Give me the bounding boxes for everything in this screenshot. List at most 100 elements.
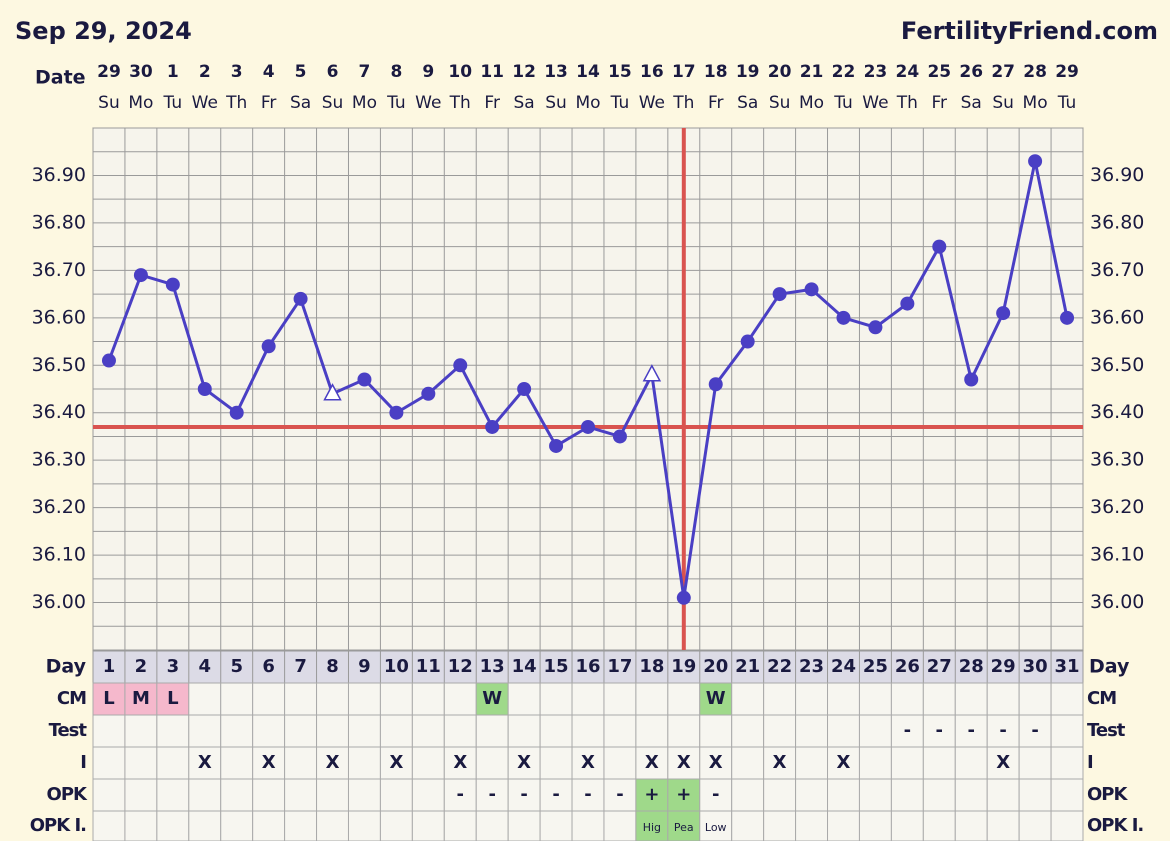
date-number: 13 — [544, 62, 568, 82]
y2-tick-label: 36.80 — [1090, 211, 1144, 233]
date-number: 8 — [390, 62, 402, 82]
temperature-point — [229, 405, 244, 420]
temperature-point — [772, 287, 787, 302]
table-cell — [795, 714, 829, 748]
weekday: We — [862, 93, 888, 113]
table-cell — [539, 810, 573, 841]
weekday: Mo — [575, 93, 600, 113]
table-cell — [731, 746, 765, 780]
temperature-point — [197, 382, 212, 396]
weekday: Mo — [1023, 93, 1048, 113]
table-cell — [347, 714, 381, 748]
y-tick-label: 36.40 — [32, 401, 86, 423]
y-tick-label: 36.50 — [32, 354, 86, 376]
temperature-point — [676, 590, 691, 605]
temperature-point — [900, 296, 915, 311]
temperature-point — [581, 419, 595, 434]
table-cell — [986, 810, 1020, 841]
table-cell — [188, 778, 222, 812]
day-number: 24 — [831, 656, 856, 677]
cell-text: X — [581, 752, 595, 773]
cell-text: - — [904, 720, 911, 741]
table-cell — [347, 810, 381, 841]
row-label: CM — [57, 688, 86, 709]
table-cell — [92, 746, 126, 780]
cell-text: X — [389, 752, 403, 773]
temperature-point — [836, 310, 851, 325]
table-cell — [507, 682, 541, 716]
day-number: 21 — [735, 656, 760, 677]
table-cell — [603, 714, 637, 748]
date-number: 28 — [1023, 62, 1047, 82]
day-number: 2 — [135, 656, 148, 677]
weekday: Th — [896, 93, 918, 113]
weekday: Sa — [737, 93, 758, 113]
cell-text: X — [645, 752, 659, 773]
table-cell — [156, 810, 190, 841]
date-number: 4 — [263, 62, 275, 82]
date-number: 3 — [231, 62, 243, 82]
weekday: Su — [992, 93, 1014, 113]
table-cell — [379, 714, 413, 748]
table-cell — [890, 778, 924, 812]
day-number: 20 — [703, 656, 728, 677]
table-cell — [858, 714, 892, 748]
day-number: 9 — [358, 656, 371, 677]
day-number: 17 — [607, 656, 632, 677]
cell-text: Hig — [643, 821, 661, 834]
date-number: 27 — [991, 62, 1015, 82]
weekday: Fr — [932, 93, 948, 113]
table-cell — [316, 778, 349, 812]
cell-text: + — [644, 784, 659, 805]
day-number: 28 — [959, 656, 984, 677]
weekday: Fr — [261, 93, 277, 113]
table-cell — [922, 810, 956, 841]
cell-text: X — [996, 752, 1010, 773]
cell-text: Pea — [674, 821, 694, 834]
temperature-point — [642, 364, 662, 382]
cell-text: - — [584, 784, 591, 805]
row-label: Day — [46, 656, 87, 678]
table-cell — [124, 778, 158, 812]
table-cell — [795, 778, 829, 812]
table-cell — [1018, 714, 1052, 748]
table-cell — [858, 778, 892, 812]
table-cell — [124, 810, 158, 841]
table-cell — [954, 746, 988, 780]
temperature-point — [357, 372, 372, 387]
table-cell — [731, 714, 765, 748]
row-label: OPK — [1087, 784, 1128, 805]
row-label: I — [1087, 752, 1093, 773]
table-cell — [475, 746, 509, 780]
y-tick-label: 36.10 — [32, 544, 86, 566]
cell-text: - — [457, 784, 464, 805]
weekday: Tu — [1057, 93, 1077, 113]
y-tick-label: 36.60 — [32, 306, 86, 328]
cell-text: - — [616, 784, 623, 805]
day-number: 7 — [294, 656, 307, 677]
cell-text: - — [552, 784, 559, 805]
weekday: Mo — [128, 93, 153, 113]
day-number: 5 — [230, 656, 243, 677]
temperature-point — [1028, 154, 1043, 169]
weekday: Su — [545, 93, 567, 113]
table-cell — [954, 682, 988, 716]
temperature-point — [1060, 310, 1075, 325]
y2-tick-label: 36.10 — [1090, 544, 1144, 566]
weekday: Fr — [484, 93, 500, 113]
table-cell — [284, 746, 318, 780]
date-number: 29 — [1055, 62, 1079, 82]
weekday: Th — [225, 93, 247, 113]
temperature-point — [612, 429, 627, 444]
table-cell — [252, 746, 286, 780]
table-cell — [379, 778, 413, 812]
table-cell — [763, 746, 797, 780]
table-cell — [986, 746, 1020, 780]
day-number: 26 — [895, 656, 920, 677]
date-number: 5 — [295, 62, 307, 82]
cell-text: X — [709, 752, 723, 773]
table-cell — [731, 810, 765, 841]
day-number: 8 — [326, 656, 339, 677]
cell-text: X — [773, 752, 787, 773]
table-cell — [699, 778, 733, 812]
